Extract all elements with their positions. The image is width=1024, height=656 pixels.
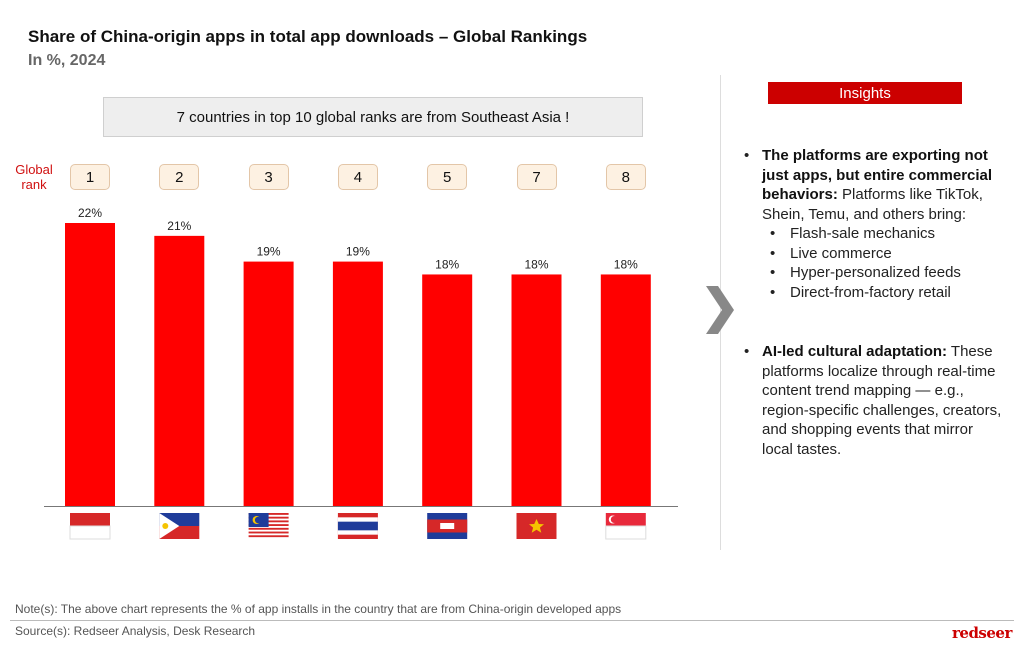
data-label: 19% — [346, 245, 370, 259]
rank-badge: 5 — [427, 164, 468, 190]
rank-badge: 8 — [605, 164, 646, 190]
insight-bullet-1: • The platforms are exporting not just a… — [744, 146, 1004, 302]
bar — [511, 274, 562, 506]
chart-title: Share of China-origin apps in total app … — [28, 27, 588, 46]
footnote: Note(s): The above chart represents the … — [15, 602, 622, 616]
data-label: 21% — [167, 219, 191, 233]
source-note: Source(s): Redseer Analysis, Desk Resear… — [15, 624, 256, 638]
insight-1-text: Platforms like TikTok, Shein, Temu, and … — [762, 186, 983, 223]
callout-box: 7 countries in top 10 global ranks are f… — [103, 97, 643, 137]
sub-bullet-text: Hyper-personalized feeds — [790, 264, 961, 281]
sub-bullet-text: Live commerce — [790, 244, 892, 262]
rank-badge: 4 — [337, 164, 378, 190]
sub-bullet: • Live commerce — [770, 244, 892, 262]
data-label: 18% — [435, 257, 459, 271]
indonesia-flag-icon — [69, 513, 111, 540]
rank-badge: 3 — [248, 164, 289, 190]
data-label: 18% — [524, 257, 548, 271]
thailand-flag-icon — [337, 513, 378, 539]
insights-header: Insights — [768, 82, 962, 104]
global-rank-label: Global rank — [15, 162, 53, 192]
cambodia-flag-icon — [427, 513, 468, 539]
bar-chart: 22% 21% 19% 19% 18% 18% 18% — [44, 206, 678, 540]
redseer-logo: redseer — [952, 624, 1012, 642]
data-label: 18% — [614, 257, 638, 271]
insight-2-text: These platforms localize through real-ti… — [762, 343, 1002, 458]
sub-bullet-text: Direct-from-factory retail — [790, 283, 951, 301]
sub-bullet: • Hyper-personalized feeds — [770, 264, 961, 281]
data-label: 22% — [78, 206, 102, 220]
bar — [243, 261, 294, 506]
sub-bullet: • Flash-sale mechanics — [770, 225, 936, 242]
bar — [65, 223, 115, 506]
insight-bullet-2: • AI-led cultural adaptation: These plat… — [744, 343, 1002, 458]
chevron-right-icon — [706, 286, 734, 334]
sub-bullet-text: Flash-sale mechanics — [790, 225, 936, 242]
insight-1-bold: The platforms are exporting not just app… — [762, 147, 993, 203]
vietnam-flag-icon — [516, 513, 557, 539]
bar — [332, 261, 383, 506]
malaysia-flag-icon — [248, 513, 289, 538]
rank-badge: 2 — [159, 164, 200, 190]
chart-subtitle: In %, 2024 — [28, 52, 106, 69]
rank-badge: 1 — [70, 164, 110, 190]
insight-2-bold: AI-led cultural adaptation: — [762, 343, 948, 360]
sub-bullet: • Direct-from-factory retail — [770, 283, 951, 301]
philippines-flag-icon — [159, 513, 200, 539]
bar — [154, 235, 205, 506]
bar — [422, 274, 473, 506]
bar — [600, 274, 651, 506]
data-label: 19% — [257, 245, 281, 259]
singapore-flag-icon — [605, 513, 647, 540]
footer-divider — [10, 620, 1014, 621]
rank-badge: 7 — [516, 164, 557, 190]
